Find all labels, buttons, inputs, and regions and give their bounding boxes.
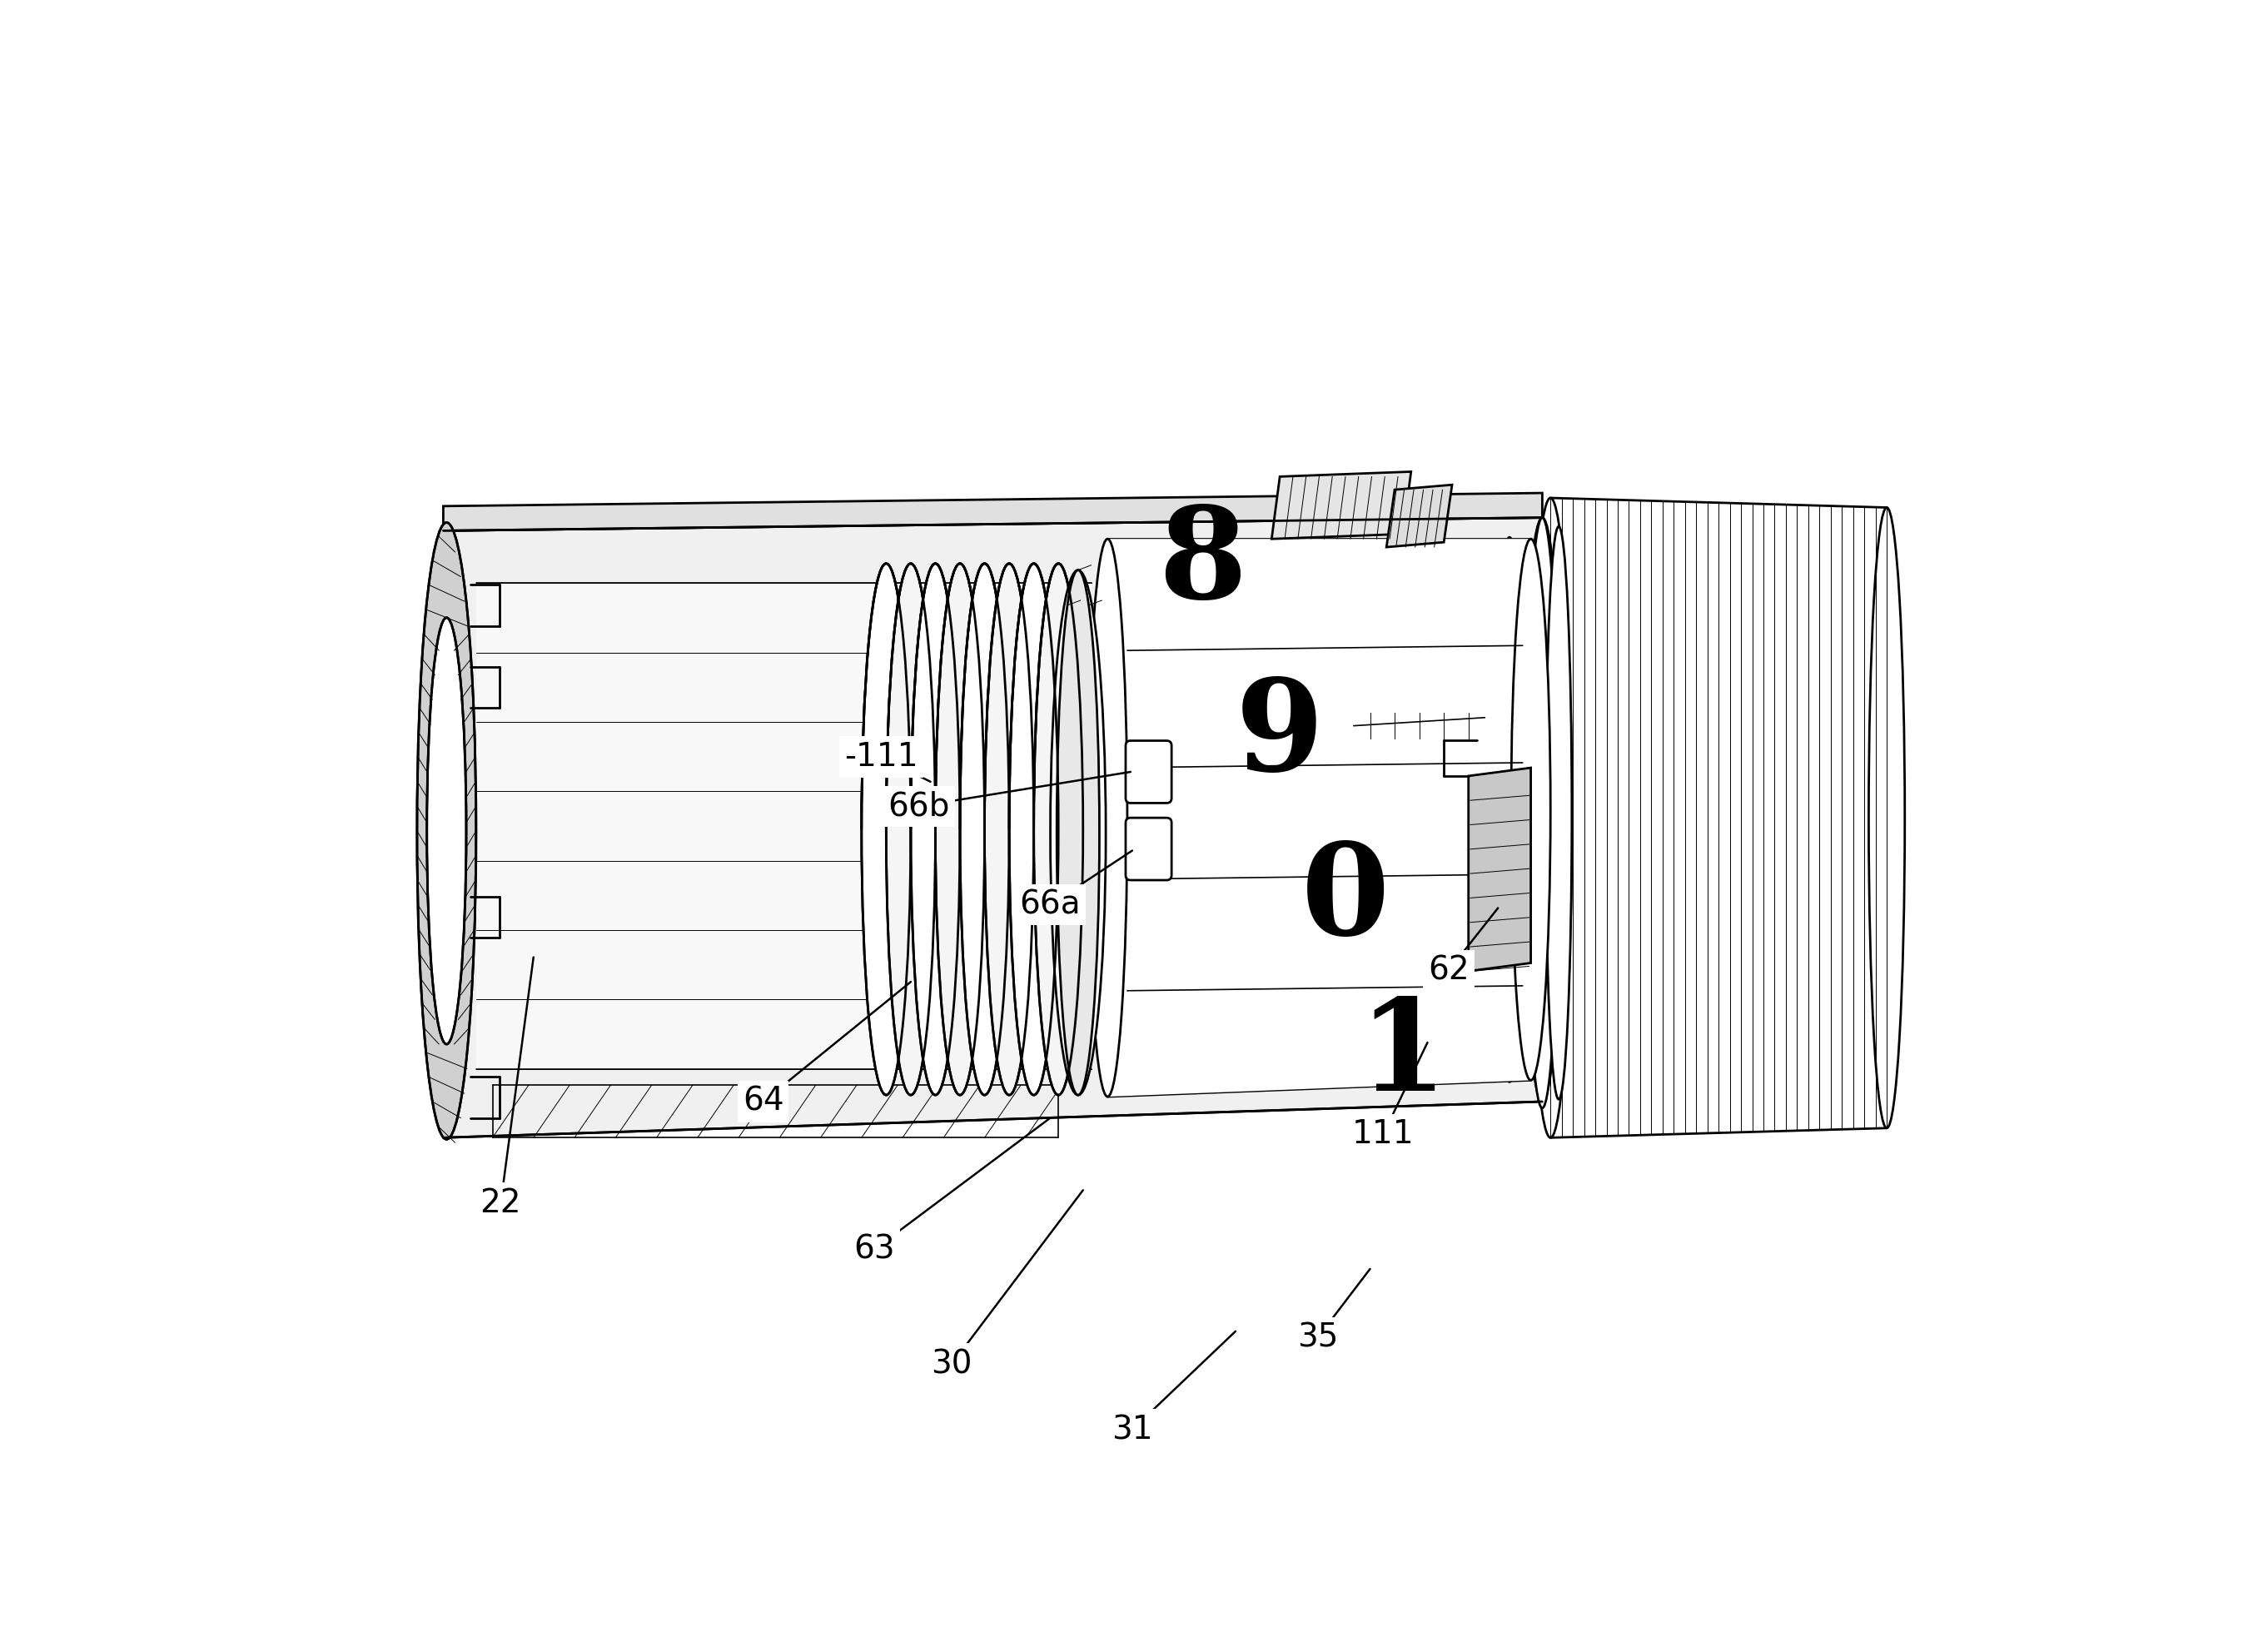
Ellipse shape [1526, 517, 1558, 1108]
Ellipse shape [1511, 539, 1551, 1080]
Ellipse shape [418, 522, 477, 1140]
Text: 35: 35 [1297, 1322, 1338, 1353]
Ellipse shape [1522, 517, 1562, 1102]
Ellipse shape [1529, 497, 1571, 1138]
Ellipse shape [886, 563, 935, 1095]
Polygon shape [1272, 472, 1412, 539]
Ellipse shape [935, 563, 985, 1095]
Ellipse shape [960, 563, 1009, 1095]
Text: 30: 30 [931, 1348, 973, 1379]
Ellipse shape [1034, 563, 1084, 1095]
Text: 22: 22 [481, 1188, 522, 1219]
Polygon shape [1108, 539, 1531, 1097]
Polygon shape [1468, 768, 1531, 971]
Ellipse shape [1057, 570, 1099, 1095]
Ellipse shape [1088, 539, 1126, 1097]
Text: 8: 8 [1158, 502, 1248, 626]
FancyBboxPatch shape [1126, 818, 1171, 881]
Ellipse shape [910, 563, 960, 1095]
Text: -111: -111 [845, 742, 917, 773]
FancyBboxPatch shape [1126, 740, 1171, 803]
Ellipse shape [427, 618, 465, 1044]
Text: 66b: 66b [888, 791, 951, 823]
Text: 0: 0 [1302, 838, 1389, 961]
Ellipse shape [1868, 507, 1904, 1128]
Ellipse shape [1547, 527, 1571, 1099]
Text: 1: 1 [1358, 993, 1448, 1118]
Polygon shape [1551, 497, 1886, 1138]
Text: 9: 9 [1236, 674, 1324, 798]
Ellipse shape [1009, 563, 1059, 1095]
Polygon shape [443, 492, 1542, 530]
Text: 31: 31 [1111, 1414, 1153, 1446]
Polygon shape [477, 583, 1090, 1069]
Text: 62: 62 [1427, 955, 1470, 986]
Ellipse shape [1050, 570, 1106, 1095]
Text: 111: 111 [1351, 1118, 1414, 1150]
Polygon shape [443, 517, 1542, 1138]
Text: 66a: 66a [1021, 889, 1081, 920]
Ellipse shape [1493, 537, 1526, 1082]
Ellipse shape [861, 563, 910, 1095]
Text: 63: 63 [854, 1234, 895, 1265]
Text: 64: 64 [742, 1085, 785, 1117]
Ellipse shape [985, 563, 1034, 1095]
Polygon shape [1387, 484, 1452, 547]
